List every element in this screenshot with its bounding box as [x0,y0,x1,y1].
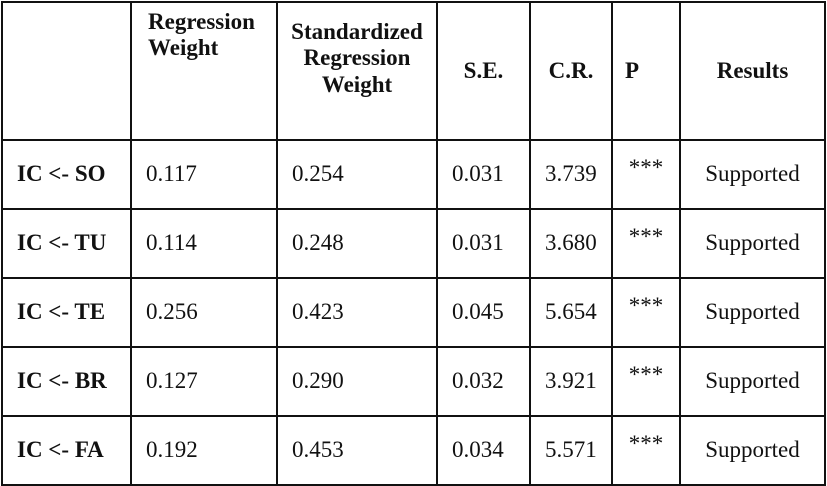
se-cell: 0.031 [436,208,531,279]
result-cell: Supported [679,277,826,348]
standardized-weight-cell: 0.248 [276,208,438,279]
regression-weight-cell: 0.127 [130,346,278,417]
regression-weight-cell: 0.256 [130,277,278,348]
cr-cell: 3.680 [529,208,613,279]
header-regression-weight: Regression Weight [130,1,278,141]
se-cell: 0.034 [436,415,531,486]
path-cell: IC <- SO [1,139,132,210]
p-cell: *** [611,415,681,486]
cr-cell: 5.654 [529,277,613,348]
table-row: IC <- TE 0.256 0.423 0.045 5.654 *** Sup… [1,277,826,348]
standardized-weight-cell: 0.254 [276,139,438,210]
table-row: IC <- TU 0.114 0.248 0.031 3.680 *** Sup… [1,208,826,279]
path-cell: IC <- BR [1,346,132,417]
header-p: P [611,1,681,141]
standardized-weight-cell: 0.423 [276,277,438,348]
p-cell: *** [611,139,681,210]
header-cr: C.R. [529,1,613,141]
table-row: IC <- SO 0.117 0.254 0.031 3.739 *** Sup… [1,139,826,210]
path-cell: IC <- FA [1,415,132,486]
se-cell: 0.045 [436,277,531,348]
result-cell: Supported [679,139,826,210]
cr-cell: 3.739 [529,139,613,210]
header-path [1,1,132,141]
table-header-row: Regression Weight Standardized Regressio… [1,1,826,141]
result-cell: Supported [679,208,826,279]
header-standardized-regression-weight: Standardized Regression Weight [276,1,438,141]
se-cell: 0.031 [436,139,531,210]
cr-cell: 5.571 [529,415,613,486]
standardized-weight-cell: 0.453 [276,415,438,486]
path-cell: IC <- TE [1,277,132,348]
table-row: IC <- FA 0.192 0.453 0.034 5.571 *** Sup… [1,415,826,486]
p-cell: *** [611,208,681,279]
regression-weight-cell: 0.117 [130,139,278,210]
path-cell: IC <- TU [1,208,132,279]
regression-weight-cell: 0.114 [130,208,278,279]
header-se: S.E. [436,1,531,141]
standardized-weight-cell: 0.290 [276,346,438,417]
header-results: Results [679,1,826,141]
p-cell: *** [611,346,681,417]
p-cell: *** [611,277,681,348]
regression-weight-cell: 0.192 [130,415,278,486]
result-cell: Supported [679,415,826,486]
